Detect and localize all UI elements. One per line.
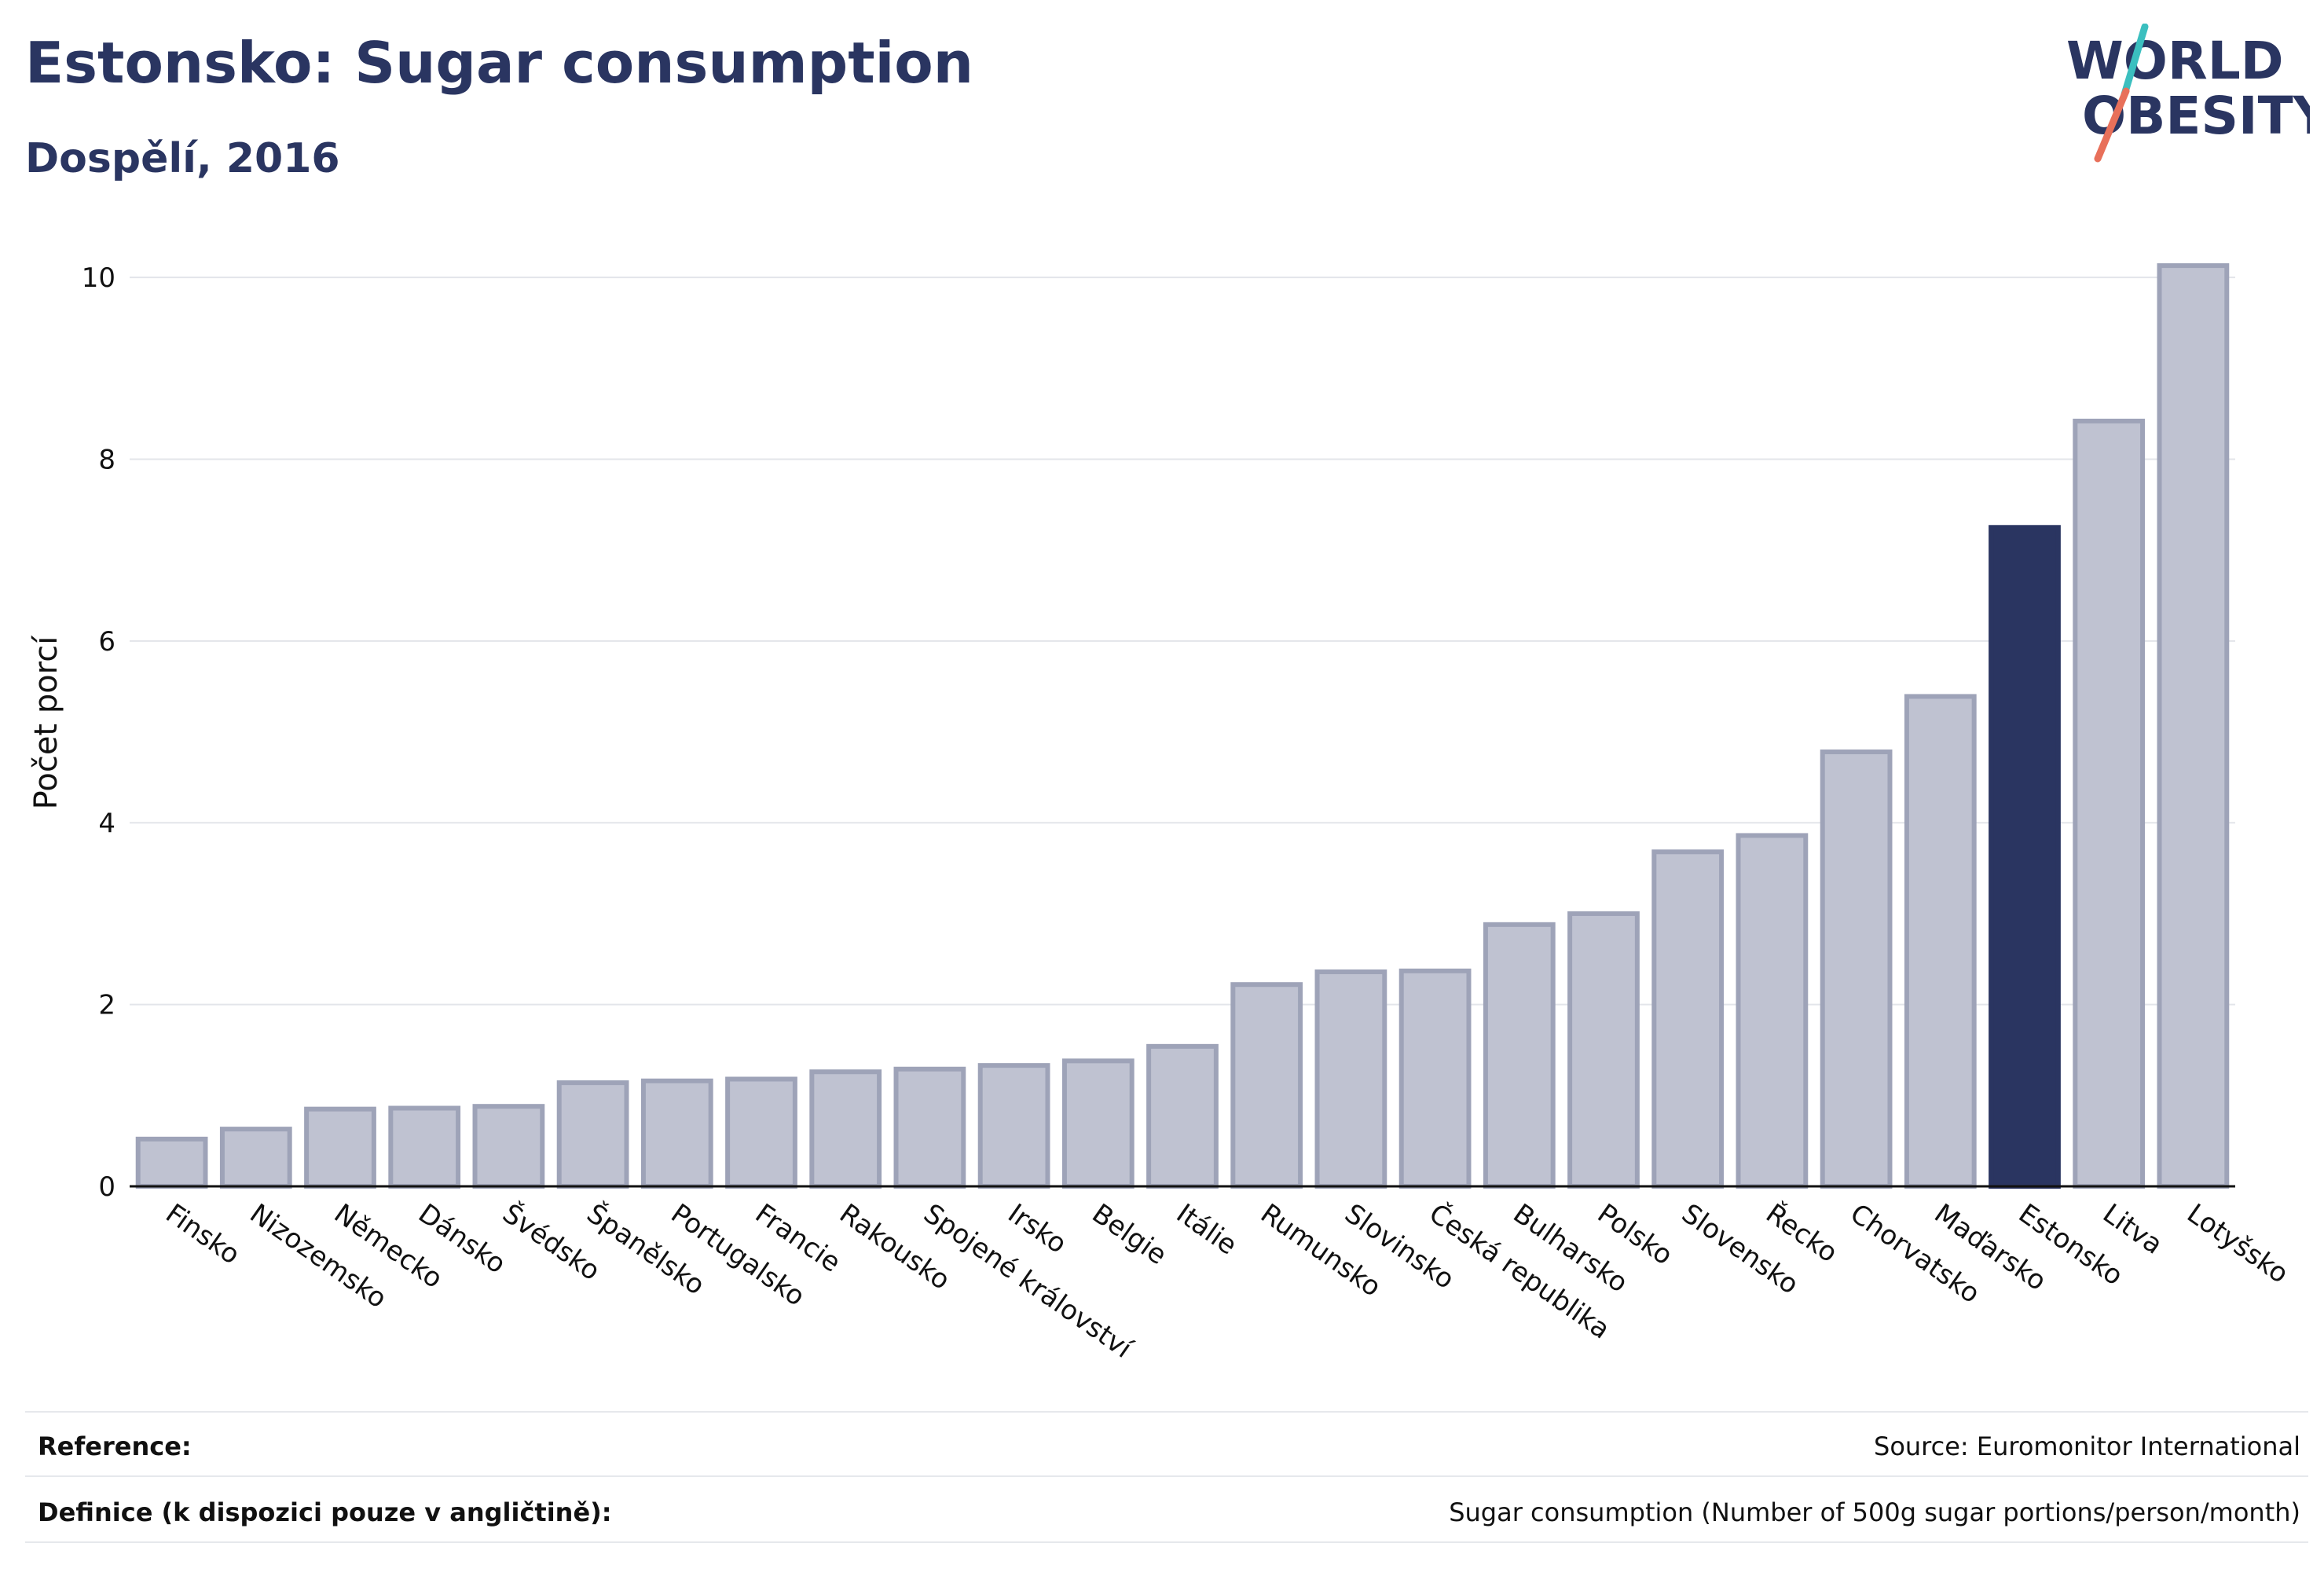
- bar: [2157, 263, 2230, 1189]
- footer-divider-top: [25, 1411, 2308, 1413]
- y-tick-label: 0: [98, 1171, 115, 1203]
- bar: [219, 1127, 292, 1189]
- bar: [725, 1076, 797, 1189]
- bar: [977, 1063, 1050, 1189]
- bar: [640, 1078, 713, 1189]
- bar: [1651, 849, 1725, 1189]
- y-tick-label: 8: [98, 445, 115, 476]
- y-tick-label: 10: [82, 262, 115, 294]
- bar: [1820, 750, 1893, 1189]
- y-tick-label: 2: [98, 990, 115, 1021]
- bar: [1398, 968, 1472, 1189]
- bar: [1061, 1058, 1135, 1189]
- y-axis-label: Počet porcí: [28, 635, 64, 810]
- bar: [809, 1069, 882, 1189]
- bar: [304, 1106, 376, 1189]
- page-subtitle: Dospělí, 2016: [25, 135, 340, 182]
- y-tick-label: 6: [98, 626, 115, 658]
- logo-slash-bottom: [2094, 87, 2130, 163]
- x-tick-label: Belgie: [1087, 1198, 1172, 1271]
- y-tick-label: 4: [98, 808, 115, 839]
- logo-line1: WORLD: [2066, 31, 2284, 91]
- reference-label: Reference:: [38, 1431, 192, 1461]
- footer-divider-middle: [25, 1475, 2308, 1477]
- footer-divider-bottom: [25, 1541, 2308, 1543]
- definition-value: Sugar consumption (Number of 500g sugar …: [1449, 1497, 2300, 1527]
- bar: [556, 1080, 629, 1189]
- bar: [893, 1066, 966, 1189]
- bar: [1483, 922, 1556, 1189]
- x-tick-label: Itálie: [1171, 1198, 1243, 1262]
- logo-line2: OBESITY: [2082, 86, 2310, 146]
- bar: [1567, 911, 1640, 1189]
- bar: [1904, 694, 1977, 1189]
- logo-slash-top: [2121, 24, 2149, 98]
- x-tick-label: Finsko: [159, 1198, 245, 1271]
- bar: [1736, 833, 1809, 1189]
- bar: [472, 1104, 545, 1189]
- bar: [1314, 969, 1387, 1189]
- bar: [1146, 1043, 1219, 1189]
- page-title: Estonsko: Sugar consumption: [25, 30, 974, 96]
- world-obesity-logo: WORLD OBESITY: [2066, 24, 2310, 163]
- definition-label: Definice (k dispozici pouze v angličtině…: [38, 1497, 612, 1527]
- bar: [2073, 418, 2146, 1189]
- bar: [1989, 525, 2061, 1189]
- bar: [388, 1105, 461, 1189]
- x-tick-label: Lotyšsko: [2181, 1198, 2294, 1290]
- reference-value: Source: Euromonitor International: [1874, 1431, 2300, 1461]
- bar: [135, 1136, 208, 1189]
- bar: [1230, 982, 1303, 1189]
